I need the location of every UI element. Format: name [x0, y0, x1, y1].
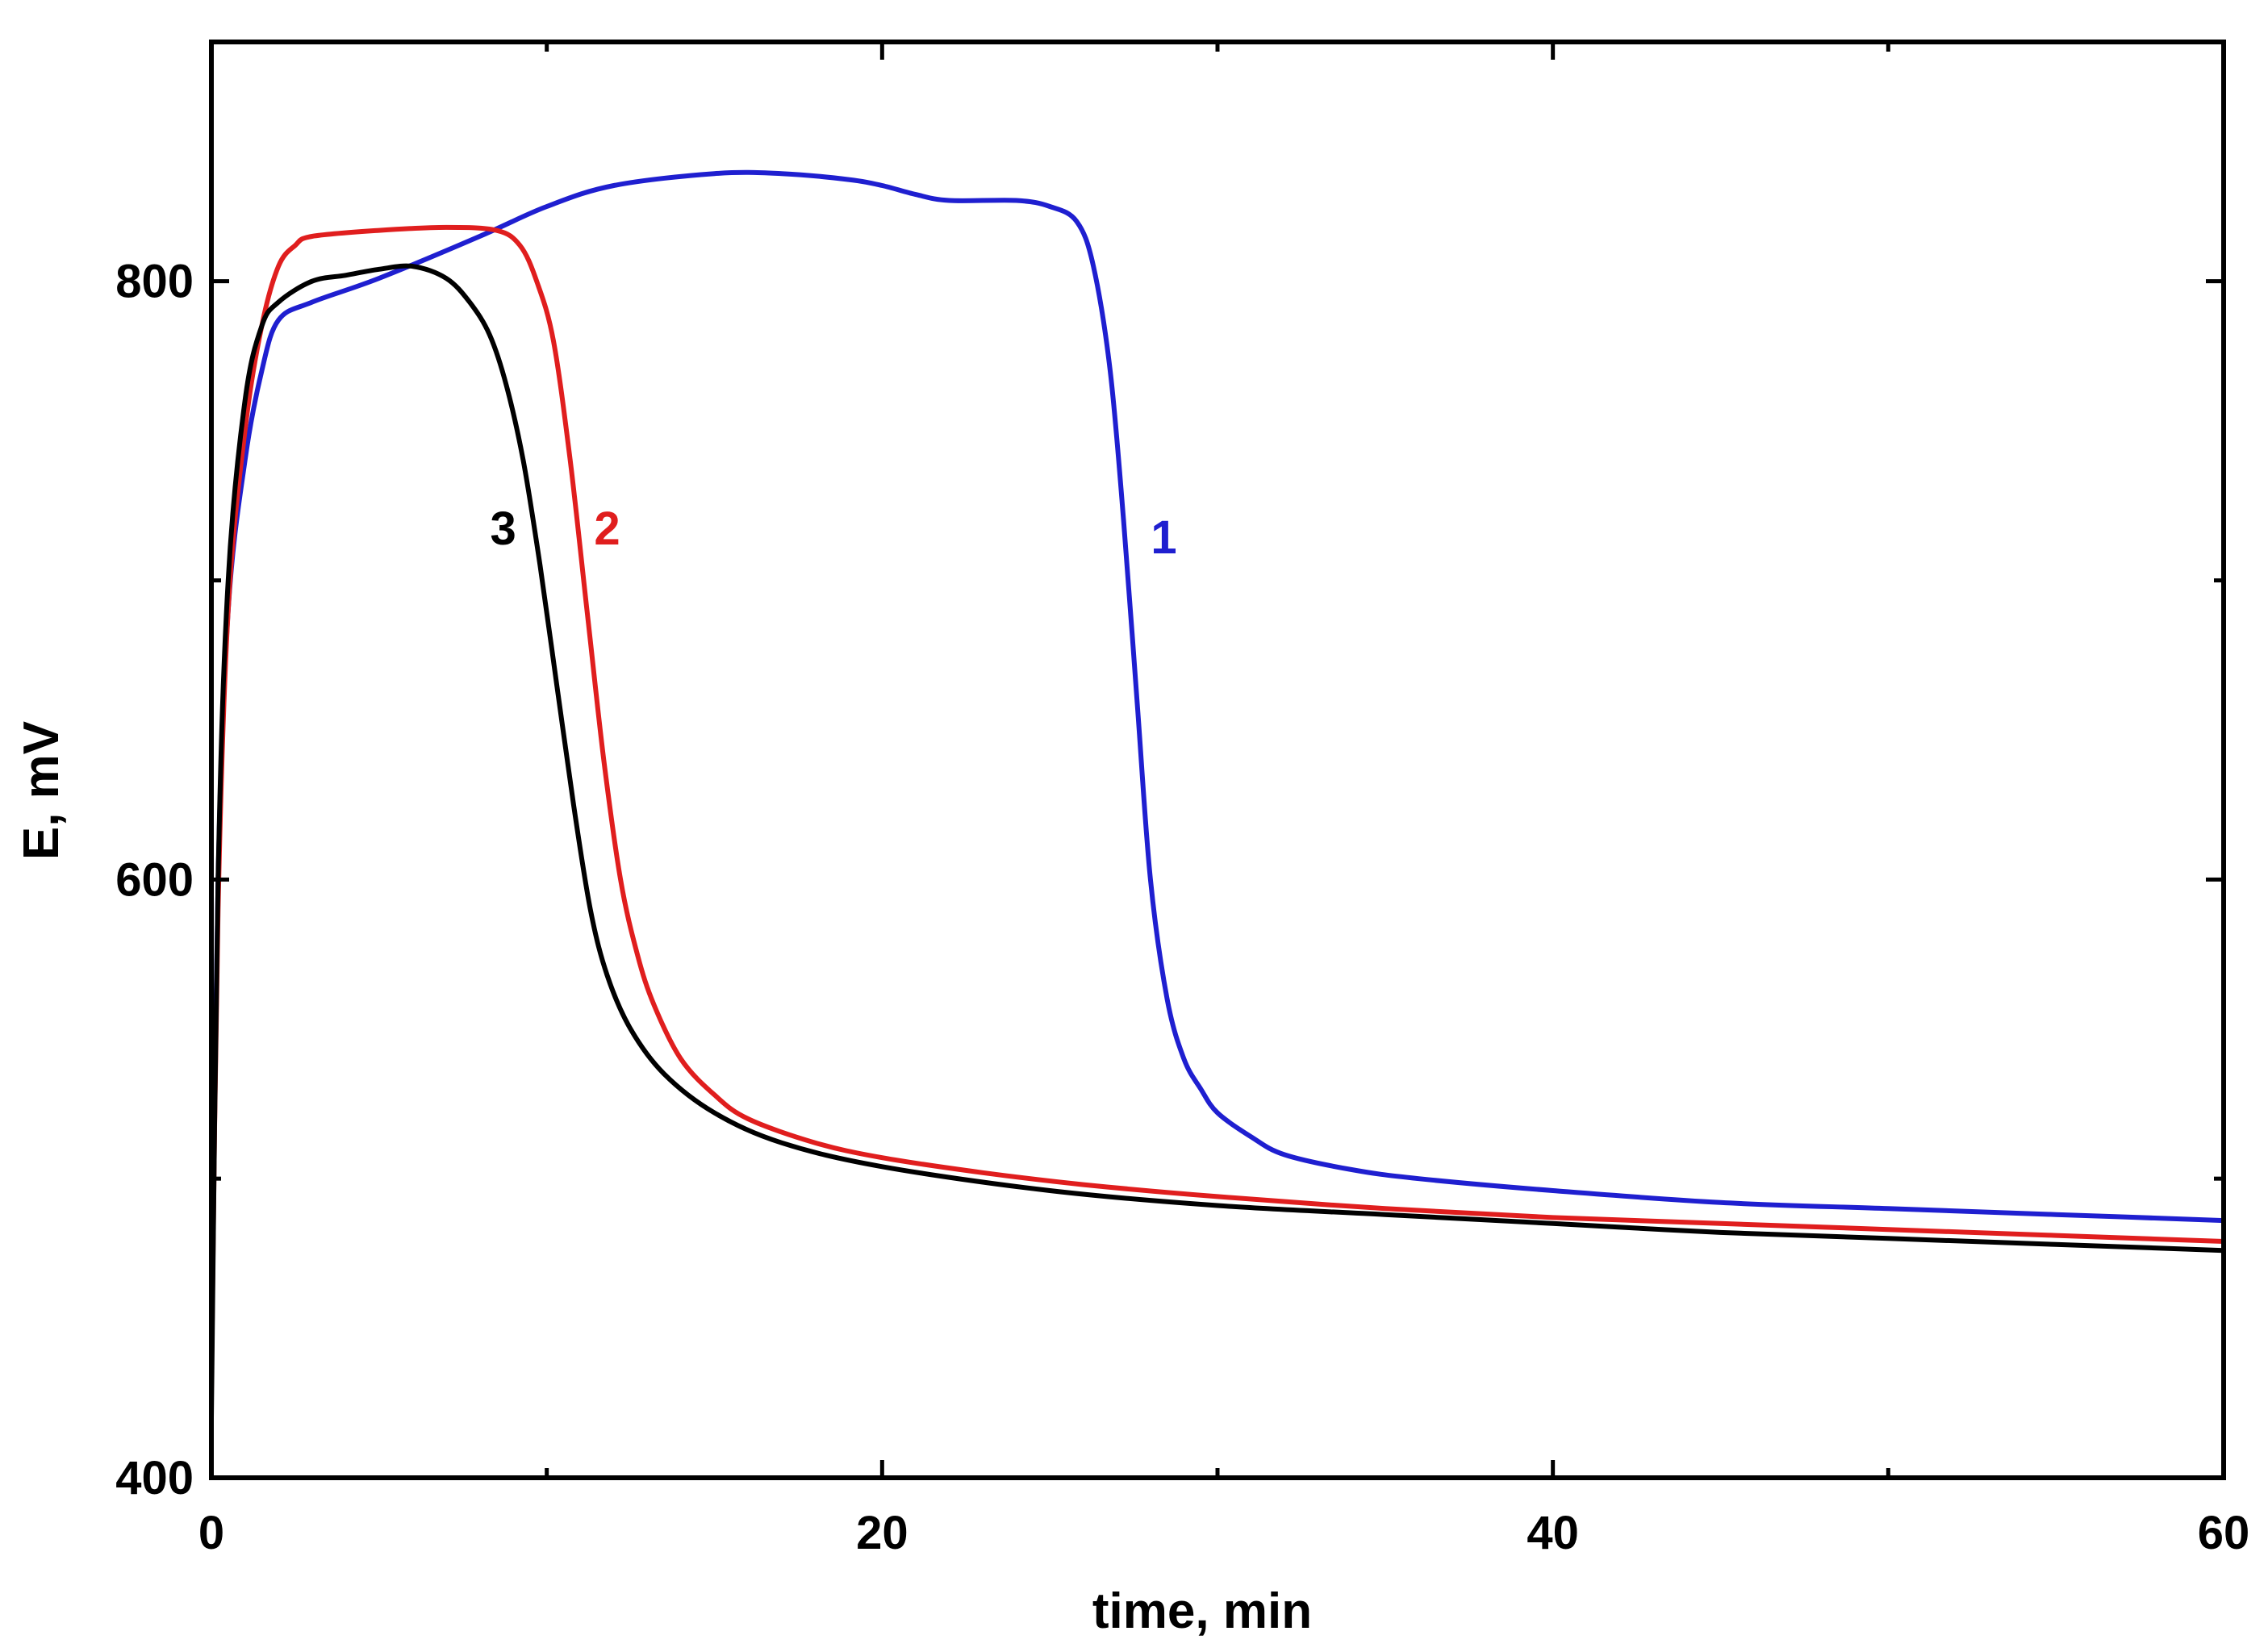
y-tick-label-600: 600: [115, 853, 194, 906]
y-tick-label-400: 400: [115, 1452, 194, 1504]
axis-ticks: [209, 42, 2226, 1480]
x-tick-label-20: 20: [856, 1507, 908, 1559]
curve-label-1: 1: [1151, 511, 1176, 564]
curve-label-3: 3: [490, 503, 516, 555]
x-tick-label-60: 60: [2198, 1507, 2250, 1559]
y-tick-label-800: 800: [115, 256, 194, 308]
x-axis-title: time, min: [1092, 1583, 1312, 1639]
series-3-line: [209, 263, 2226, 1420]
series-1-line: [209, 169, 2226, 1361]
y-axis-title: E, mV: [14, 721, 69, 860]
curve-label-2: 2: [594, 503, 620, 555]
x-tick-label-40: 40: [1527, 1507, 1579, 1559]
x-tick-label-0: 0: [198, 1507, 224, 1559]
